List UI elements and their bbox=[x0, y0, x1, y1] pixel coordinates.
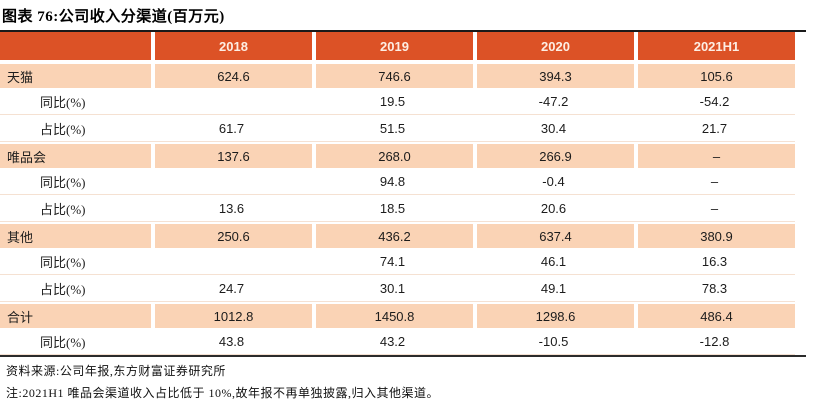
table-cell: -0.4 bbox=[473, 168, 634, 195]
table-row-others: 其他 250.6 436.2 637.4 380.9 bbox=[0, 222, 795, 248]
revenue-by-channel-table: 2018 2019 2020 2021H1 天猫 624.6 746.6 394… bbox=[0, 32, 795, 355]
table-cell: – bbox=[634, 142, 795, 168]
table-cell: 624.6 bbox=[151, 62, 312, 88]
figure-title: 图表 76:公司收入分渠道(百万元) bbox=[2, 9, 225, 25]
table-cell: 266.9 bbox=[473, 142, 634, 168]
row-label: 天猫 bbox=[0, 62, 151, 88]
table-cell: -10.5 bbox=[473, 328, 634, 355]
table-cell: 1298.6 bbox=[473, 302, 634, 328]
table-cell: 250.6 bbox=[151, 222, 312, 248]
table-row-total-yoy: 同比(%) 43.8 43.2 -10.5 -12.8 bbox=[0, 328, 795, 355]
table-cell: 46.1 bbox=[473, 248, 634, 275]
table-row-vipshop-yoy: 同比(%) 94.8 -0.4 – bbox=[0, 168, 795, 195]
table-cell: 394.3 bbox=[473, 62, 634, 88]
row-label: 同比(%) bbox=[0, 88, 151, 115]
table-row-tmall: 天猫 624.6 746.6 394.3 105.6 bbox=[0, 62, 795, 88]
table-cell bbox=[151, 248, 312, 275]
top-rule bbox=[0, 30, 806, 32]
table-cell: 1012.8 bbox=[151, 302, 312, 328]
table-cell: 74.1 bbox=[312, 248, 473, 275]
column-header-2019: 2019 bbox=[312, 32, 473, 62]
row-label: 占比(%) bbox=[0, 195, 151, 222]
table-header-row: 2018 2019 2020 2021H1 bbox=[0, 32, 795, 62]
row-label: 其他 bbox=[0, 222, 151, 248]
table-row-vipshop-share: 占比(%) 13.6 18.5 20.6 – bbox=[0, 195, 795, 222]
row-label: 同比(%) bbox=[0, 168, 151, 195]
table-cell: 19.5 bbox=[312, 88, 473, 115]
table-cell: – bbox=[634, 168, 795, 195]
table-cell: -54.2 bbox=[634, 88, 795, 115]
row-label: 占比(%) bbox=[0, 275, 151, 302]
table-cell: 49.1 bbox=[473, 275, 634, 302]
column-header-2021h1: 2021H1 bbox=[634, 32, 795, 62]
table-cell: 30.1 bbox=[312, 275, 473, 302]
table-cell: 1450.8 bbox=[312, 302, 473, 328]
table-cell: 486.4 bbox=[634, 302, 795, 328]
table-cell: 20.6 bbox=[473, 195, 634, 222]
table-cell: 94.8 bbox=[312, 168, 473, 195]
table-cell: 61.7 bbox=[151, 115, 312, 142]
table-row-others-yoy: 同比(%) 74.1 46.1 16.3 bbox=[0, 248, 795, 275]
table-cell: 24.7 bbox=[151, 275, 312, 302]
table-cell: 637.4 bbox=[473, 222, 634, 248]
table-cell: 51.5 bbox=[312, 115, 473, 142]
table-cell: 436.2 bbox=[312, 222, 473, 248]
table-cell: 380.9 bbox=[634, 222, 795, 248]
row-label: 同比(%) bbox=[0, 328, 151, 355]
source-note: 资料来源:公司年报,东方财富证券研究所 bbox=[6, 364, 226, 378]
table-row-vipshop: 唯品会 137.6 268.0 266.9 – bbox=[0, 142, 795, 168]
table-cell: 21.7 bbox=[634, 115, 795, 142]
table-cell: -12.8 bbox=[634, 328, 795, 355]
table-cell bbox=[151, 168, 312, 195]
table-cell: 13.6 bbox=[151, 195, 312, 222]
table-cell: -47.2 bbox=[473, 88, 634, 115]
table-row-others-share: 占比(%) 24.7 30.1 49.1 78.3 bbox=[0, 275, 795, 302]
row-label: 唯品会 bbox=[0, 142, 151, 168]
row-label: 同比(%) bbox=[0, 248, 151, 275]
table-cell: 137.6 bbox=[151, 142, 312, 168]
table-cell: 78.3 bbox=[634, 275, 795, 302]
table-cell: 746.6 bbox=[312, 62, 473, 88]
table-cell: – bbox=[634, 195, 795, 222]
table-row-tmall-share: 占比(%) 61.7 51.5 30.4 21.7 bbox=[0, 115, 795, 142]
column-header-2018: 2018 bbox=[151, 32, 312, 62]
table-cell: 43.2 bbox=[312, 328, 473, 355]
table-cell bbox=[151, 88, 312, 115]
table-cell: 16.3 bbox=[634, 248, 795, 275]
table-cell: 18.5 bbox=[312, 195, 473, 222]
row-label: 占比(%) bbox=[0, 115, 151, 142]
table-cell: 105.6 bbox=[634, 62, 795, 88]
table-row-tmall-yoy: 同比(%) 19.5 -47.2 -54.2 bbox=[0, 88, 795, 115]
table-cell: 30.4 bbox=[473, 115, 634, 142]
table-cell: 43.8 bbox=[151, 328, 312, 355]
table-cell: 268.0 bbox=[312, 142, 473, 168]
row-label: 合计 bbox=[0, 302, 151, 328]
bottom-rule bbox=[0, 355, 806, 357]
column-header-2020: 2020 bbox=[473, 32, 634, 62]
footnote: 注:2021H1 唯品会渠道收入占比低于 10%,故年报不再单独披露,归入其他渠… bbox=[6, 386, 439, 400]
table-row-total: 合计 1012.8 1450.8 1298.6 486.4 bbox=[0, 302, 795, 328]
column-header-blank bbox=[0, 32, 151, 62]
